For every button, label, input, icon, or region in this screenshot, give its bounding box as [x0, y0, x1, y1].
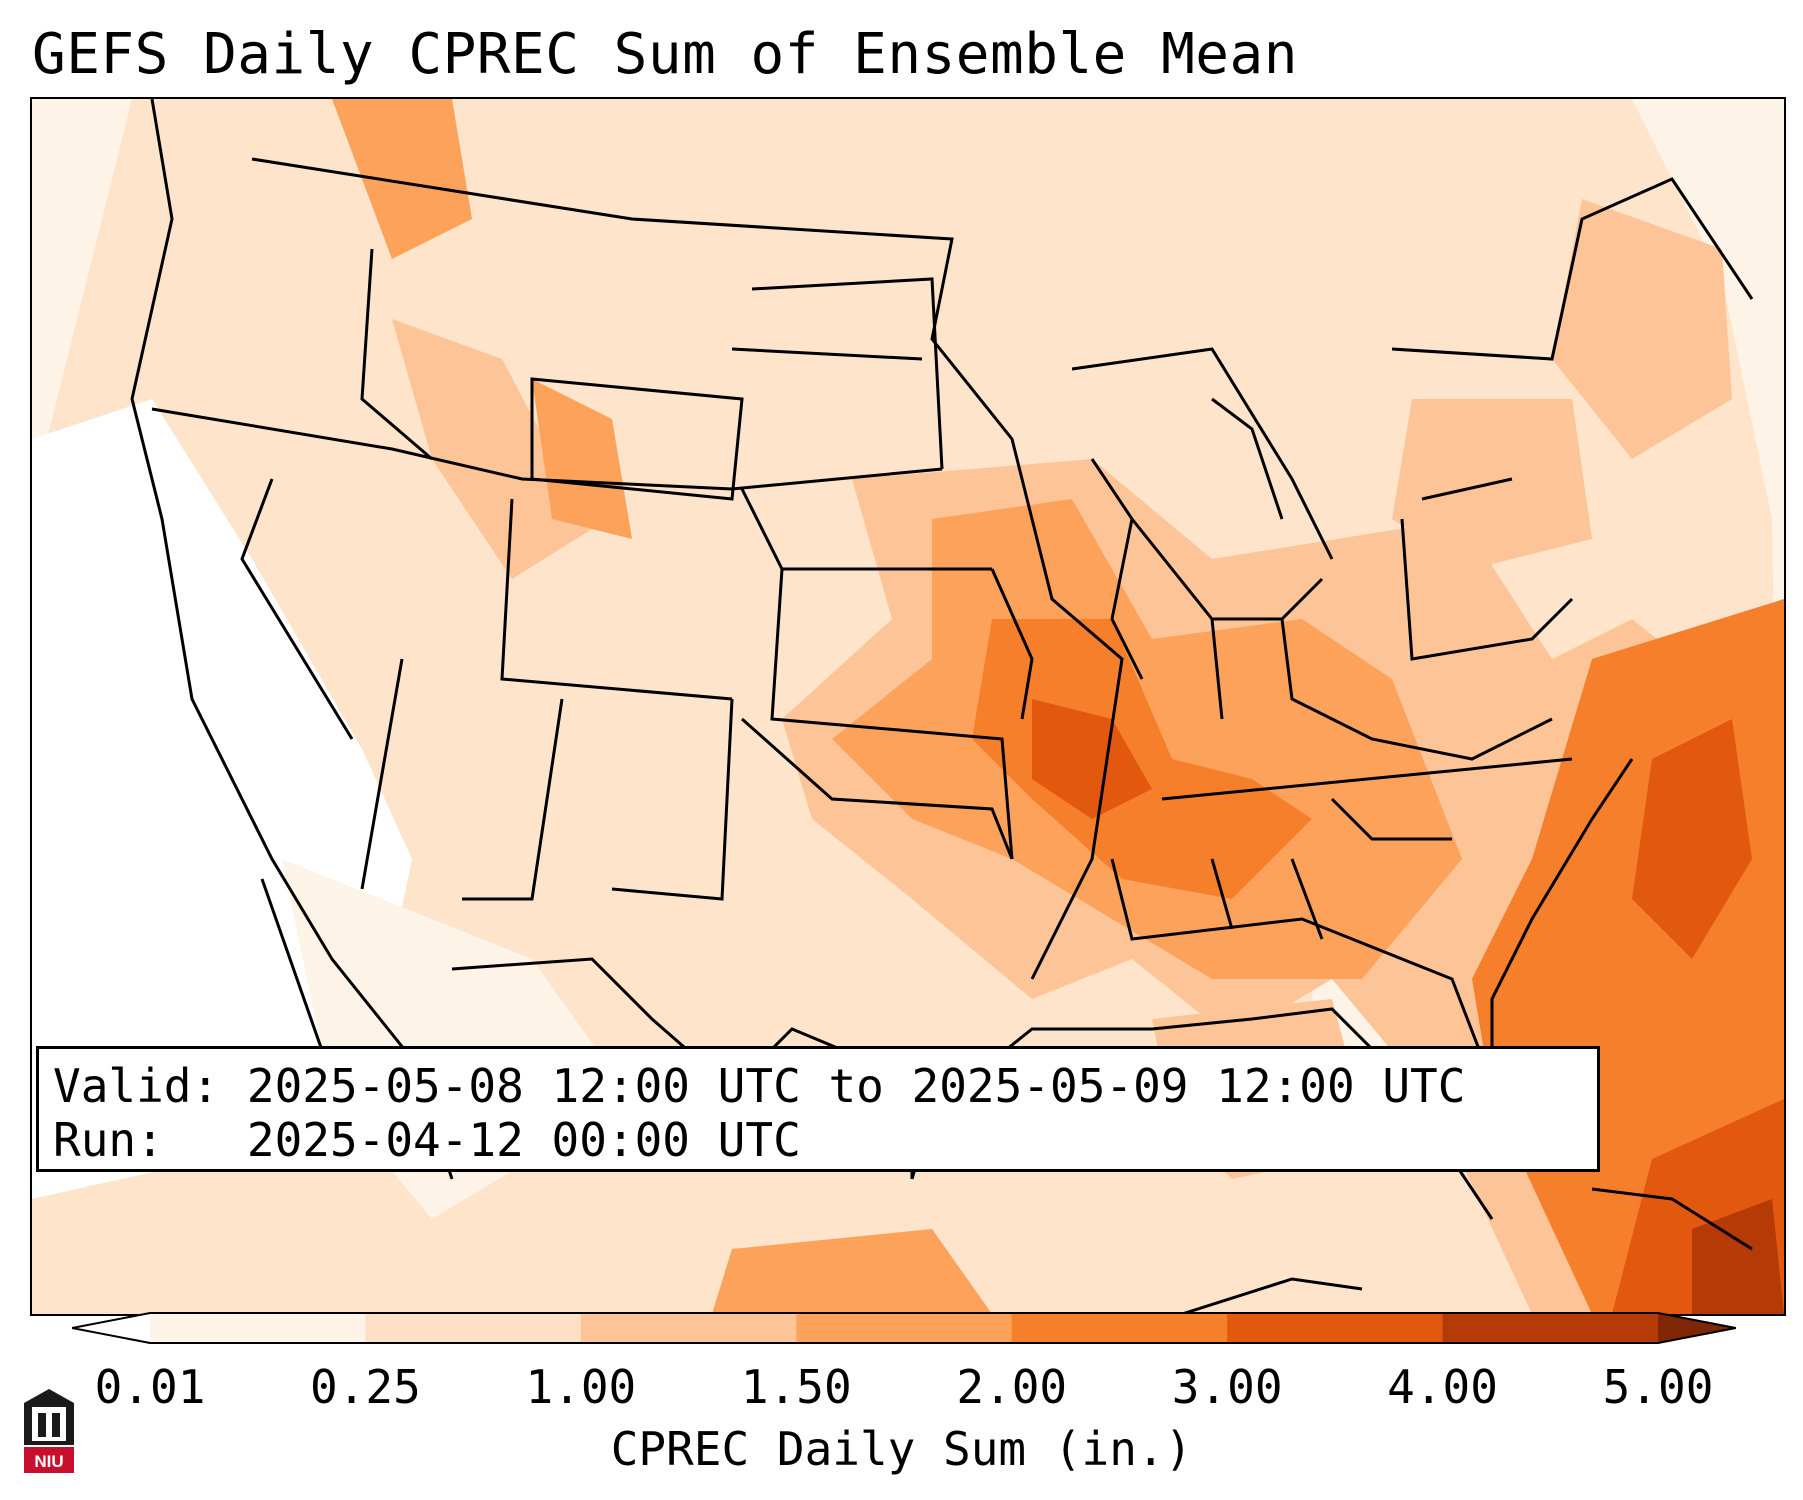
valid-run-info-box: Valid: 2025-05-08 12:00 UTC to 2025-05-0… [36, 1046, 1600, 1172]
colorbar-tick-label: 1.50 [740, 1360, 852, 1414]
colorbar-tick-label: 0.01 [94, 1360, 206, 1414]
colorbar-segment [365, 1313, 582, 1343]
colorbar-tick-label: 3.00 [1171, 1360, 1283, 1414]
colorbar-tick-label: 1.00 [525, 1360, 637, 1414]
colorbar-tick-label: 2.00 [956, 1360, 1068, 1414]
boundary-lines [130, 99, 1754, 1314]
colorbar-segment [1227, 1313, 1444, 1343]
map-title: GEFS Daily CPREC Sum of Ensemble Mean [32, 22, 1298, 87]
colorbar-tick-label: 0.25 [310, 1360, 421, 1414]
colorbar-segment [150, 1313, 366, 1343]
colorbar-segment [1442, 1313, 1659, 1343]
colorbar-segment [796, 1313, 1013, 1343]
colorbar-over-arrow [1658, 1313, 1736, 1343]
valid-label: Valid: [53, 1059, 220, 1113]
colorbar-label: CPREC Daily Sum (in.) [610, 1422, 1193, 1476]
run-time: 2025-04-12 00:00 UTC [246, 1113, 801, 1167]
colorbar-segment [1011, 1313, 1228, 1343]
run-label: Run: [53, 1113, 164, 1167]
colorbar-segment [580, 1313, 797, 1343]
logo-text: NIU [34, 1452, 63, 1471]
colorbar-tick-label: 5.00 [1602, 1360, 1714, 1414]
colorbar-tick-label: 4.00 [1387, 1360, 1498, 1414]
colorbar [72, 1312, 1736, 1344]
niu-logo: NIU [24, 1389, 74, 1473]
valid-time-range: 2025-05-08 12:00 UTC to 2025-05-09 12:00… [246, 1059, 1466, 1113]
colorbar-under-arrow [72, 1313, 150, 1343]
